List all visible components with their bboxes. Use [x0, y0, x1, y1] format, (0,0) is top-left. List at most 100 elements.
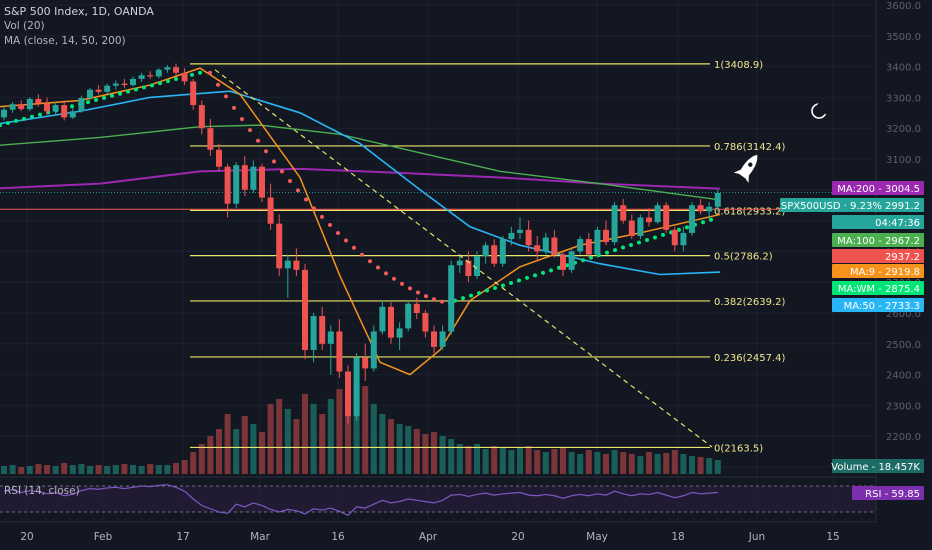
candle-body [517, 229, 523, 233]
volume-bar [542, 452, 549, 474]
volume-bar [388, 419, 394, 474]
wma-dot-red [360, 252, 364, 257]
time-axis[interactable]: 20 Feb 17 Mar 16 Apr 20 May 18 Jun 15 [20, 531, 839, 543]
rsi-tag-bg [852, 486, 924, 500]
volume-bar [52, 466, 59, 474]
wma-dot-red [320, 214, 324, 219]
candle-body [714, 192, 721, 207]
wma-dot [70, 104, 74, 109]
wma-dot [30, 114, 34, 119]
candle-body [594, 229, 601, 255]
fib-retracement[interactable]: 1(3408.9) 0.786(3142.4) 0.618(2933.2) 0.5(2… [0, 60, 876, 455]
candle-body [465, 260, 472, 277]
wma-dot [525, 275, 529, 280]
wma-dot-red [336, 230, 340, 235]
volume-bar [611, 450, 618, 474]
candle-body [9, 104, 16, 110]
wma-dot [461, 296, 465, 301]
candle-body [706, 206, 713, 212]
candle-body [130, 78, 136, 86]
wma-dot-red [248, 128, 252, 133]
candle-body [577, 239, 584, 252]
ma9-line [0, 67, 721, 376]
candlesticks [1, 63, 721, 424]
wma-dot-red [432, 297, 436, 302]
volume-bar [551, 449, 558, 474]
wma-dot-red [240, 117, 244, 122]
dashed-trendline [214, 69, 713, 448]
candle-body [216, 149, 222, 167]
candle-body [233, 165, 240, 204]
wma-dot [581, 258, 585, 263]
volume-bar [646, 452, 652, 474]
trendline[interactable] [214, 69, 713, 448]
candle-body [628, 220, 635, 236]
volume-legend[interactable]: Vol (20) [4, 20, 45, 32]
volume-bar [78, 464, 85, 474]
candle-body [61, 105, 68, 118]
volume-bar [603, 454, 609, 474]
volume-bar [310, 404, 317, 474]
volume-bar [491, 446, 498, 474]
candle-body [276, 223, 283, 269]
price-tags: MA:200 - 3004.5 SPX500USD · 9.23% 2991.2 0… [780, 181, 924, 500]
price-tag-bg [832, 298, 924, 312]
moon-icon [811, 101, 830, 119]
volume-bar [293, 419, 300, 474]
wma-dot [0, 123, 2, 128]
price-tag: MA:WM - 2875.4 [838, 284, 920, 295]
candle-body [422, 313, 429, 332]
time-tick-label: 20 [20, 531, 33, 543]
price-tick-label: 3600.0 [886, 1, 921, 12]
moving-averages [0, 67, 721, 376]
volume-bar [560, 447, 566, 474]
wma-dot-red [344, 238, 348, 243]
wma-dot-red [264, 149, 268, 154]
price-tag-bg [832, 233, 924, 247]
fib-level-label: 0.618(2933.2) [714, 206, 786, 217]
volume-bar [35, 464, 42, 474]
volume-bar [379, 414, 386, 474]
symbol-title[interactable]: S&P 500 Index, 1D, OANDA [4, 5, 154, 18]
volume-bar [413, 429, 420, 474]
wma-dot-red [232, 105, 236, 110]
ma200-line [0, 167, 721, 190]
candle-body [491, 245, 498, 264]
wma-dot [14, 118, 18, 123]
wma-dot [94, 97, 98, 102]
volume-bar [87, 466, 93, 474]
candle-body [336, 331, 343, 372]
wma-dot-red [352, 245, 356, 250]
price-tick-label: 3400.0 [886, 63, 921, 74]
price-tick-label: 2500.0 [886, 340, 921, 351]
volume-bar [9, 465, 16, 474]
fib-level-label: 0.236(2457.4) [714, 353, 786, 364]
volume-bar [362, 386, 369, 474]
candle-body [551, 237, 558, 255]
volume-bar [319, 414, 326, 474]
wma-dot [661, 232, 665, 237]
candle-body [508, 232, 515, 240]
candle-body [413, 303, 420, 313]
candle-body [44, 103, 50, 112]
rsi-legend[interactable]: RSI (14, close) [4, 485, 80, 497]
time-tick-label: 16 [331, 531, 345, 543]
price-tag-bg [832, 264, 924, 278]
candle-body [190, 81, 197, 106]
ma-legend[interactable]: MA (close, 14, 50, 200) [4, 35, 126, 47]
wma-dot [589, 255, 593, 260]
wma-dot [110, 93, 114, 98]
rsi-band [0, 486, 876, 512]
volume-bar [671, 450, 678, 474]
volume-bar [155, 465, 162, 474]
ma100-line [0, 124, 721, 201]
volume-bar [198, 444, 205, 474]
volume-bar [147, 464, 154, 474]
volume-bar [431, 432, 437, 474]
volume-bar [241, 416, 248, 474]
price-tick-label: 2600.0 [886, 309, 921, 320]
wma-dot [685, 225, 689, 230]
wma-dot [142, 85, 146, 90]
volume-bar [499, 448, 506, 474]
